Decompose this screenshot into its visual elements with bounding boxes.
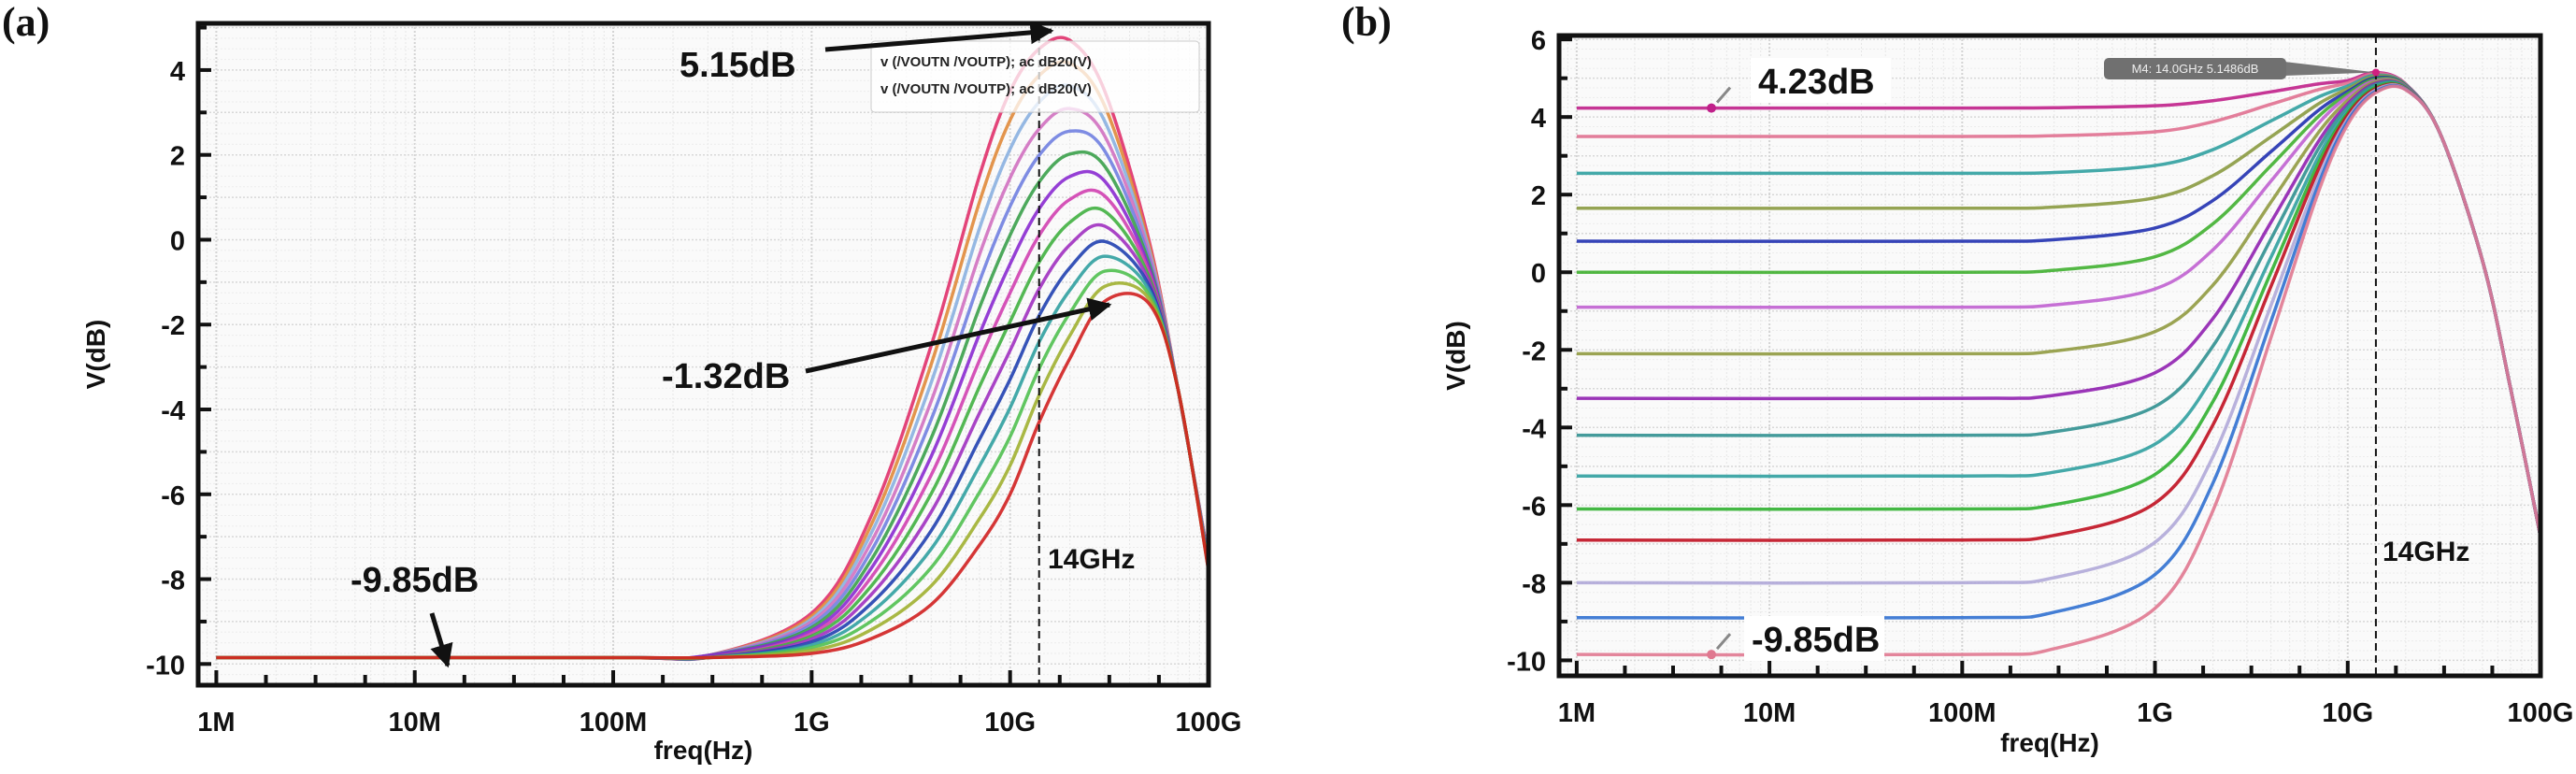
y-tick-label: -10 (1507, 647, 1546, 677)
annotation-label: -9.85dB (1752, 621, 1880, 660)
x-tick-label: 1G (2137, 698, 2173, 728)
annotation-leader (1715, 633, 1732, 651)
plot-area (1559, 36, 2540, 676)
x-tick-label: 100M (1928, 698, 1996, 728)
y-tick-label: 0 (170, 226, 185, 256)
x-tick-label: 100G (1176, 708, 1242, 738)
annotation-label: 5.15dB (680, 46, 796, 85)
annotation-arrow (429, 612, 453, 668)
y-axis-label: V(dB) (81, 320, 110, 390)
x-tick-label: 100G (2508, 698, 2574, 728)
series-line-16 (1576, 84, 2542, 657)
x-tick-label: 1G (794, 708, 830, 738)
marker-line-label: 14GHz (1048, 544, 1135, 575)
marker-box (2104, 58, 2286, 79)
series-line-15 (216, 292, 1210, 660)
annotation-leader (1715, 86, 1732, 104)
chart-panel-b: 14GHz 1M 10M 100M 1G 10G 100G 6 4 2 0 -2 -4 -6 -8 -10 fr… (1341, 0, 2573, 757)
y-tick-label: 6 (1531, 26, 1546, 56)
legend-entry: v (/VOUTN /VOUTP); ac dB20(V) (880, 81, 1092, 97)
marker-line-label: 14GHz (2383, 537, 2469, 567)
y-tick-label: 0 (1531, 259, 1546, 289)
plot-frame (1556, 33, 2543, 679)
y-tick-label: -2 (161, 311, 185, 341)
y-tick-label: 2 (1531, 181, 1546, 211)
y-tick-label: -6 (1522, 492, 1546, 522)
marker-dot (2371, 68, 2380, 77)
legend-entry: v (/VOUTN /VOUTP); ac dB20(V) (880, 54, 1092, 70)
y-tick-label: 2 (170, 142, 185, 172)
y-axis-label: V(dB) (1441, 321, 1470, 391)
y-tick-label: -4 (161, 396, 185, 426)
chart-panel-a: 14GHz 1M 10M 100M 1G 10G 100G 4 2 0 -2 -4 -6 -8 -10 fre… (2, 0, 1241, 765)
legend-box (870, 40, 1200, 113)
annotation-label: -9.85dB (351, 561, 479, 600)
annotation-bg (1744, 616, 1884, 661)
annotation-bg (1751, 58, 1891, 103)
y-tick-label: -8 (1522, 569, 1546, 599)
x-axis-label: freq(Hz) (654, 736, 753, 765)
y-tick-label: 4 (170, 57, 185, 87)
annotation-label: 4.23dB (1758, 63, 1875, 102)
plot-frame (195, 21, 1211, 688)
annotation-dot (1707, 103, 1717, 113)
annotation-label: -1.32dB (662, 357, 790, 396)
x-tick-label: 10M (1743, 698, 1796, 728)
x-axis-label: freq(Hz) (2000, 728, 2099, 757)
series-group (216, 36, 1210, 662)
annotation-arrow (805, 297, 1112, 374)
panel-label: (a) (2, 0, 50, 45)
y-tick-label: -2 (1522, 337, 1546, 366)
x-tick-label: 10M (389, 708, 441, 738)
marker-pointer (2284, 62, 2376, 76)
panel-label: (b) (1341, 0, 1392, 45)
grid (198, 23, 1209, 686)
x-tick-label: 1M (1558, 698, 1596, 728)
x-tick-label: 100M (580, 708, 648, 738)
y-tick-label: -4 (1522, 414, 1546, 444)
y-tick-label: 4 (1531, 104, 1546, 134)
x-tick-label: 10G (984, 708, 1036, 738)
y-tick-label: -10 (146, 651, 185, 681)
y-tick-label: -6 (161, 481, 185, 511)
legend: v (/VOUTN /VOUTP); ac dB20(V) v (/VOUTN /… (870, 40, 1200, 113)
x-tick-label: 1M (197, 708, 235, 738)
annotation-arrow (824, 21, 1054, 52)
annotation-dot (1707, 650, 1717, 660)
x-tick-label: 10G (2322, 698, 2373, 728)
y-tick-label: -8 (161, 566, 185, 596)
marker-text: M4: 14.0GHz 5.1486dB (2132, 62, 2259, 76)
series-group (1576, 70, 2542, 657)
